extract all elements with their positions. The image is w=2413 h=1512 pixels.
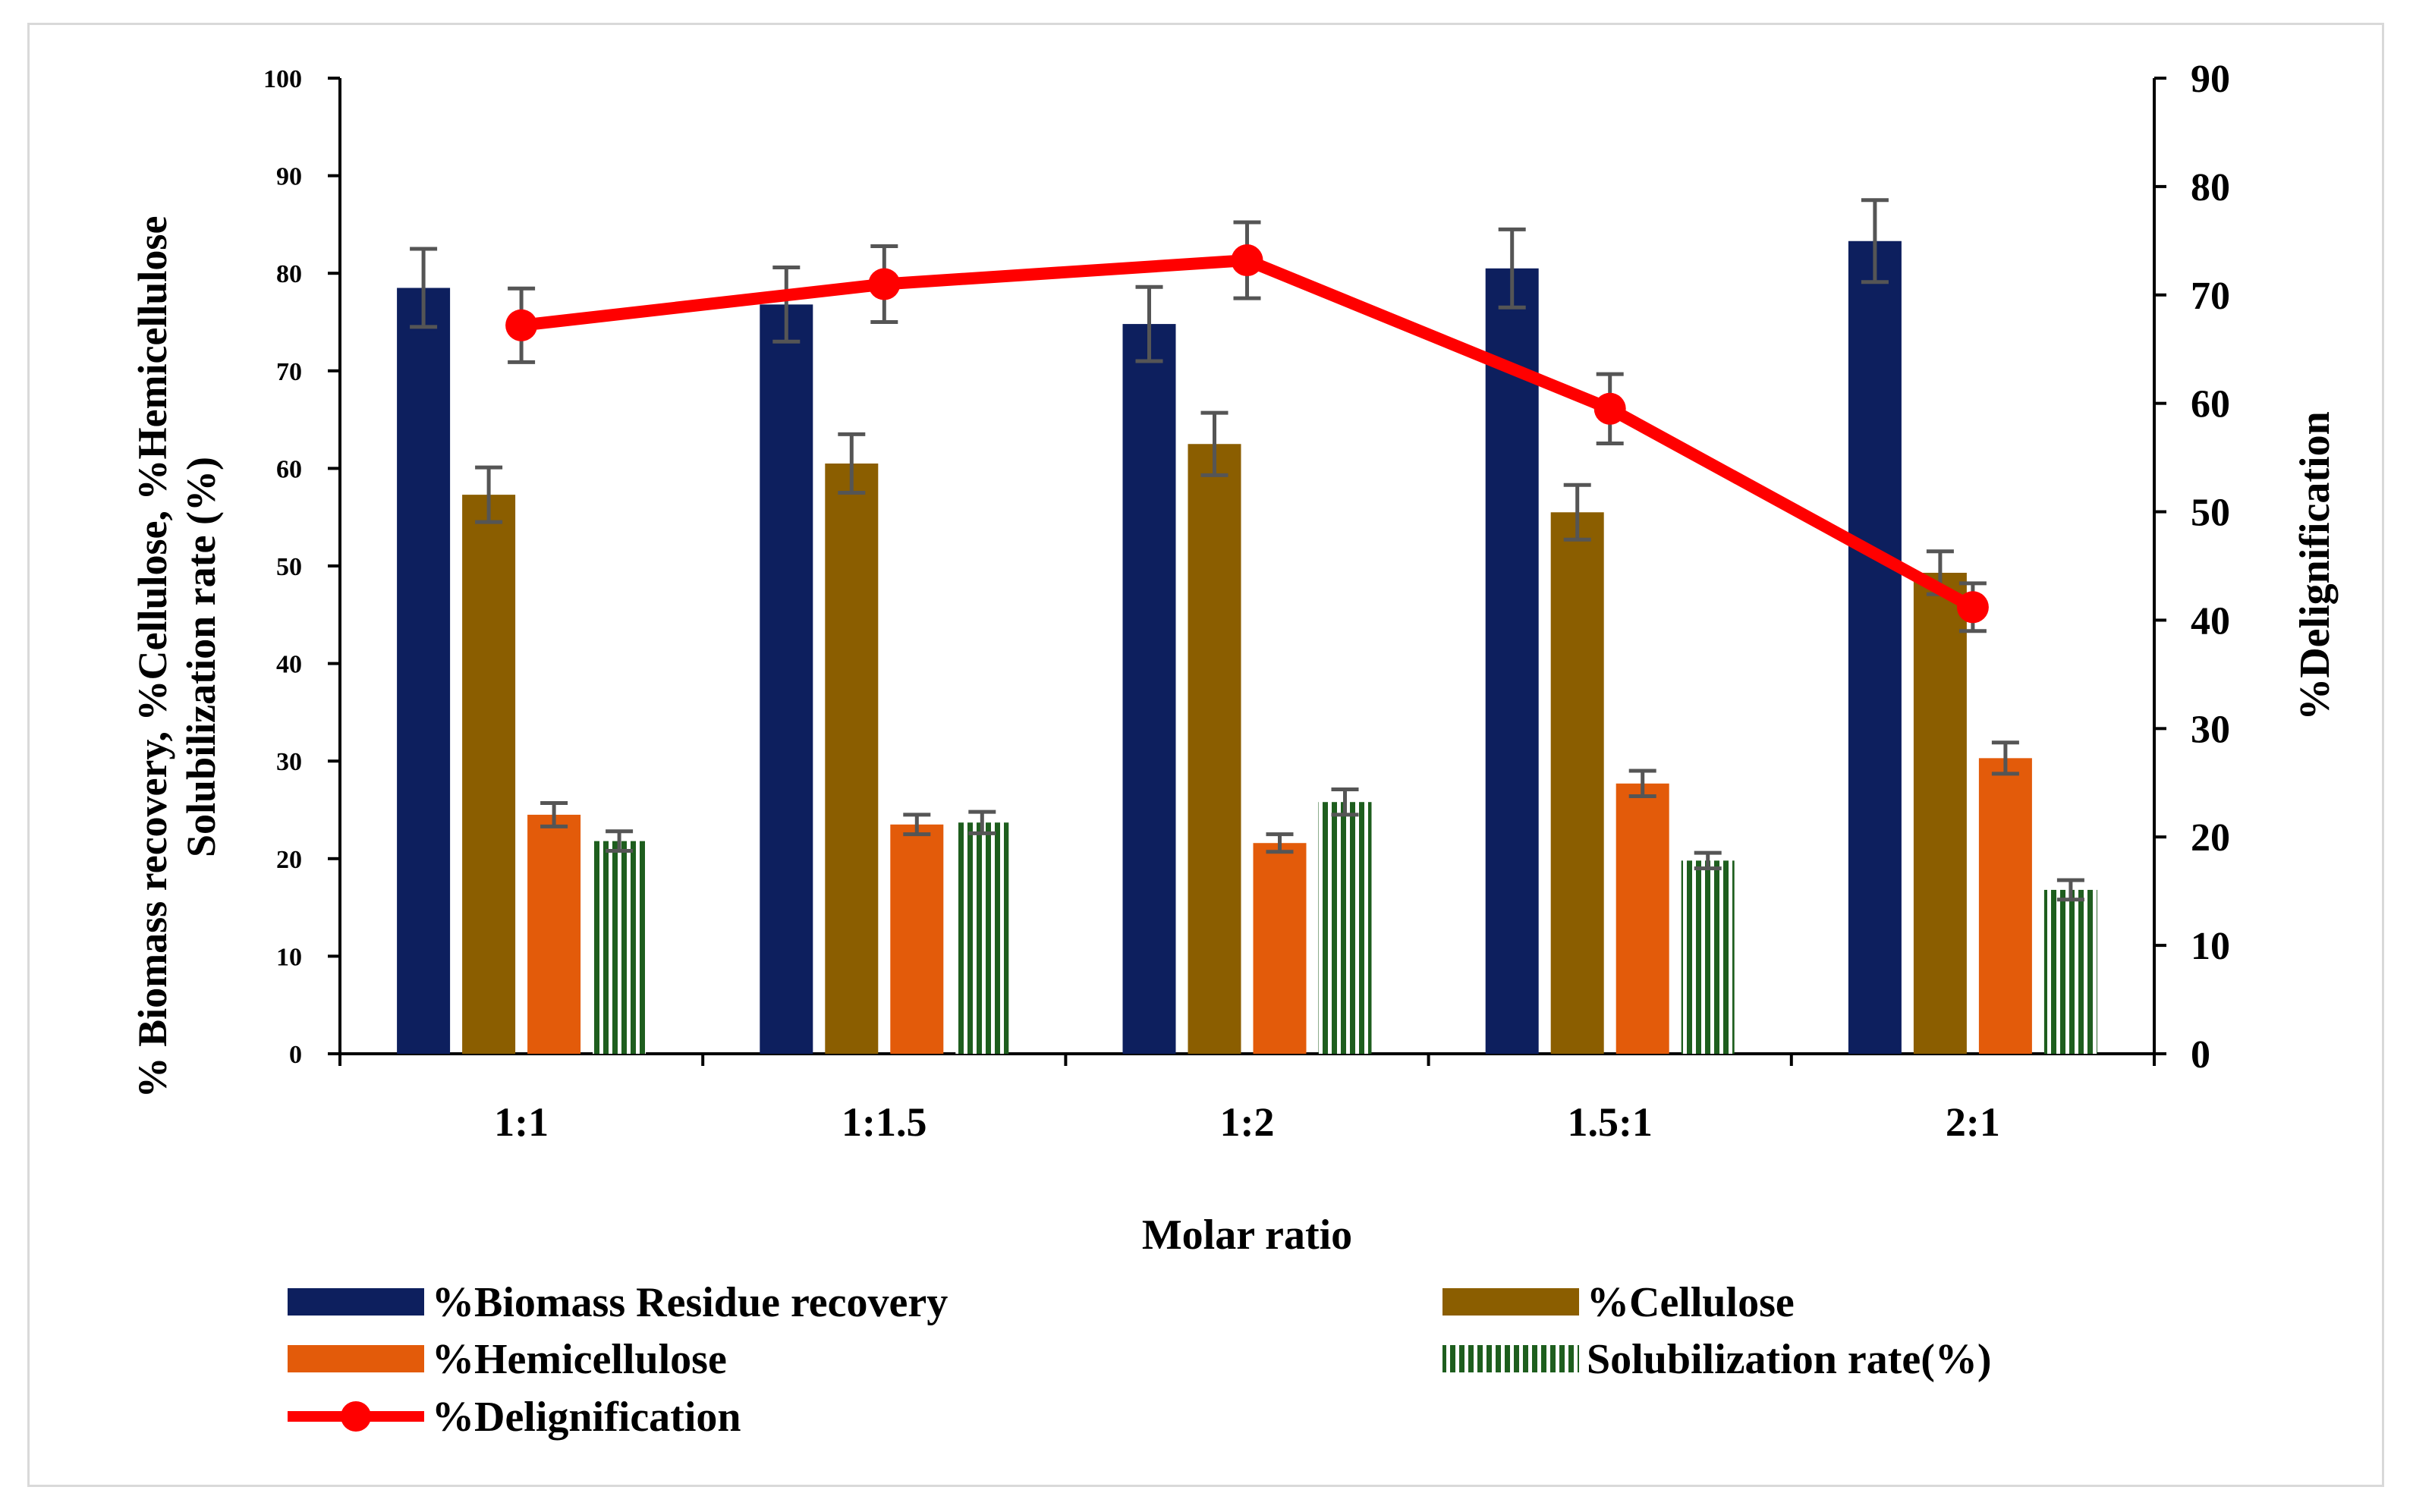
bar-2-3: [1615, 783, 1669, 1054]
y-left-title-line1: % Biomass recovery, %Cellulose, %Hemicel…: [130, 216, 175, 1099]
y-left-tick-label: 70: [276, 358, 302, 386]
bar-0-4: [1848, 240, 1902, 1055]
x-category-label: 1.5:1: [1567, 1099, 1652, 1145]
legend-marker: [341, 1401, 371, 1432]
y-right-tick-label: 80: [2191, 166, 2230, 209]
y-left-tick-label: 0: [289, 1041, 302, 1069]
y-left-tick-label: 10: [276, 943, 302, 971]
bar-2-0: [527, 814, 581, 1054]
y-right-tick-label: 30: [2191, 708, 2230, 751]
chart-frame: 0 10 20 30 40 50 60 70 80 90 100 0 10 20 30 40 50 60 70 80 9…: [27, 23, 2384, 1487]
delignification-point-4: [1956, 591, 1989, 624]
y-right-title: %Delignification: [2292, 411, 2339, 721]
x-axis-title: Molar ratio: [1142, 1212, 1352, 1259]
y-right-tick-label: 0: [2191, 1033, 2210, 1077]
bar-2-1: [890, 824, 944, 1054]
legend-swatch-2: [288, 1345, 424, 1372]
bar-3-0: [593, 841, 647, 1054]
legend-swatch-3: [1442, 1345, 1579, 1372]
bar-3-4: [2043, 889, 2097, 1054]
bar-0-1: [760, 304, 813, 1054]
bar-2-2: [1253, 843, 1307, 1054]
y-left-tick-label: 80: [276, 260, 302, 288]
bar-1-1: [825, 463, 879, 1054]
y-left-tick-label: 100: [263, 65, 302, 93]
bar-2-4: [1978, 758, 2032, 1054]
x-category-label: 2:1: [1946, 1099, 2000, 1145]
y-left-tick-label: 90: [276, 163, 302, 191]
y-left-tick-label: 30: [276, 748, 302, 776]
delignification-point-1: [868, 268, 901, 300]
y-right-tick-label: 10: [2191, 925, 2230, 968]
legend-label-3: Solubilization rate(%): [1587, 1336, 1992, 1383]
x-category-label: 1:1.5: [842, 1099, 927, 1145]
bar-3-2: [1318, 802, 1372, 1054]
x-category-label: 1:1: [494, 1099, 549, 1145]
delignification-line: [521, 254, 1976, 613]
y-left-tick-label: 20: [276, 846, 302, 874]
legend-label-4: %Delignification: [432, 1394, 741, 1441]
y-left-tick-label: 60: [276, 455, 302, 483]
bar-1-0: [462, 495, 516, 1054]
y-left-title-line2: Solubilization rate (%): [178, 457, 224, 857]
delignification-point-2: [1231, 244, 1263, 277]
legend-label-2: %Hemicellulose: [432, 1336, 727, 1383]
x-category-label: 1:2: [1220, 1099, 1275, 1145]
bar-1-4: [1913, 573, 1967, 1054]
legend-swatch-1: [1442, 1288, 1579, 1316]
legend-swatch-0: [288, 1288, 424, 1316]
delignification-point-3: [1593, 392, 1626, 425]
bar-1-2: [1188, 444, 1241, 1054]
legend-label-0: %Biomass Residue recovery: [432, 1279, 948, 1326]
bar-0-3: [1485, 268, 1539, 1054]
y-left-tick-label: 50: [276, 553, 302, 581]
y-right-tick-label: 50: [2191, 492, 2230, 535]
y-right-tick-label: 70: [2191, 275, 2230, 318]
y-right-tick-label: 60: [2191, 383, 2230, 426]
bar-0-2: [1122, 324, 1176, 1054]
delignification-point-0: [505, 309, 538, 341]
bar-3-3: [1681, 860, 1735, 1054]
bar-1-3: [1550, 512, 1604, 1054]
bar-3-1: [955, 822, 1009, 1054]
y-right-tick-label: 40: [2191, 599, 2230, 643]
bar-0-0: [397, 288, 451, 1054]
y-right-tick-label: 20: [2191, 816, 2230, 860]
legend-label-1: %Cellulose: [1587, 1279, 1795, 1326]
y-right-tick-label: 90: [2191, 58, 2230, 101]
chart-svg: 0 10 20 30 40 50 60 70 80 90 100 0 10 20 30 40 50 60 70 80 9…: [130, 58, 2339, 1441]
y-left-tick-label: 40: [276, 651, 302, 679]
